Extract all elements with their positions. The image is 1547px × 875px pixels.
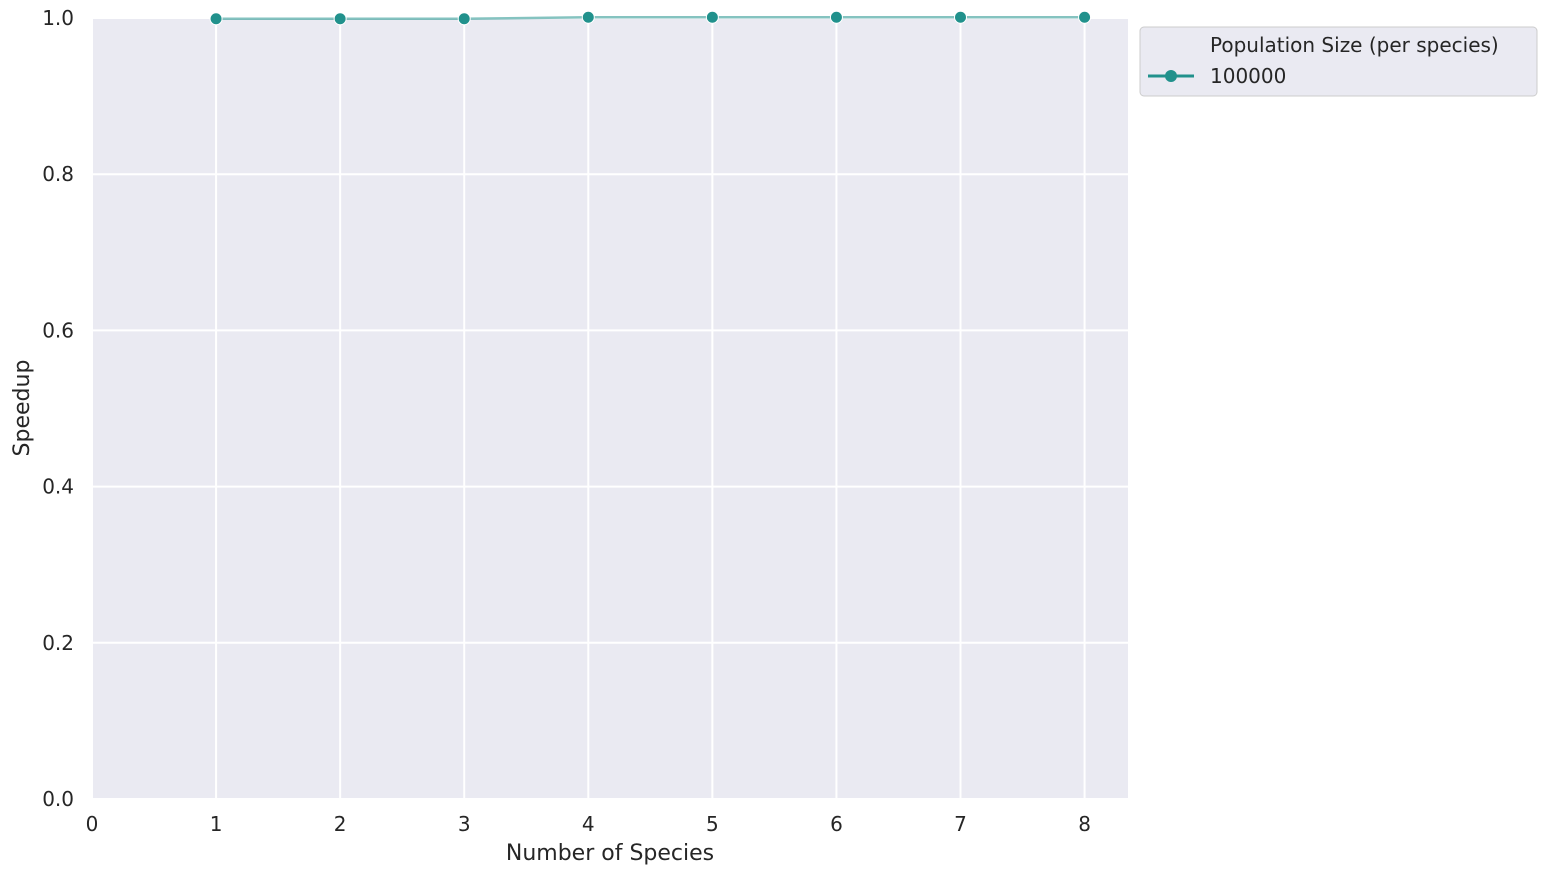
- y-axis-ticks: 0.0 0.2 0.4 0.6 0.8 1.0: [42, 6, 74, 811]
- legend-swatch-marker: [1165, 70, 1177, 82]
- y-tick-label: 0.2: [42, 631, 74, 655]
- data-point: [1078, 10, 1092, 24]
- x-tick-label: 4: [582, 812, 595, 836]
- x-tick-label: 7: [954, 812, 967, 836]
- x-tick-label: 5: [706, 812, 719, 836]
- x-tick-label: 2: [334, 812, 347, 836]
- legend-title: Population Size (per species): [1210, 33, 1499, 57]
- data-point: [333, 12, 347, 26]
- y-tick-label: 0.0: [42, 787, 74, 811]
- series-line: [216, 15, 1085, 21]
- series-layer: [209, 10, 1092, 26]
- legend-entry-label: 100000: [1210, 64, 1286, 88]
- x-axis-title: Number of Species: [506, 841, 714, 866]
- y-tick-label: 0.6: [42, 318, 74, 342]
- data-point: [705, 10, 719, 24]
- legend-box: [1139, 26, 1538, 97]
- y-tick-label: 0.8: [42, 162, 74, 186]
- x-tick-label: 0: [86, 812, 99, 836]
- x-tick-label: 6: [830, 812, 843, 836]
- y-tick-label: 1.0: [42, 6, 74, 30]
- data-point: [209, 12, 223, 26]
- x-tick-label: 8: [1078, 812, 1091, 836]
- y-tick-label: 0.4: [42, 475, 74, 499]
- data-point: [829, 10, 843, 24]
- data-point: [457, 12, 471, 26]
- x-axis-ticks: 0 1 2 3 4 5 6 7 8: [86, 812, 1091, 836]
- y-axis-title: Speedup: [10, 360, 35, 457]
- x-tick-label: 3: [458, 812, 471, 836]
- plot-area-background: [92, 18, 1128, 799]
- x-tick-label: 1: [210, 812, 223, 836]
- legend: Population Size (per species) 100000: [1139, 26, 1538, 97]
- data-point: [954, 10, 968, 24]
- data-point: [581, 10, 595, 24]
